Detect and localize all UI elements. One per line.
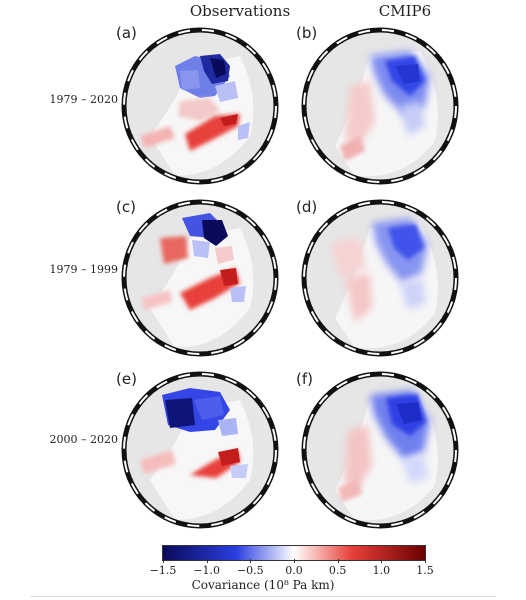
panel-e-letter: (e) [116,370,137,388]
panel-f-map [301,371,459,529]
colorbar-tick-label: 0.0 [285,564,303,577]
colorbar-tick-mark [337,559,339,563]
divider [30,596,496,597]
colorbar-tick-label: 0.5 [328,564,347,577]
panel-b-map [301,27,459,185]
panel-d-letter: (d) [296,198,318,216]
colorbar-tick-mark [206,559,208,563]
observations-column-title: Observations [189,2,291,20]
colorbar-title: Covariance (10⁸ Pa km) [191,578,335,592]
colorbar-tick-label: 1.0 [372,564,391,577]
colorbar-tick-mark [163,559,164,563]
row-label-1979-2020: 1979 – 2020 [49,93,118,106]
panel-a-map [121,27,279,185]
colorbar-tick-label: 1.5 [416,564,434,577]
colorbar-tick-mark [425,559,426,563]
row-label-1979-1999: 1979 – 1999 [49,263,118,276]
panel-c-map [121,199,279,357]
row-label-2000-2020: 2000 – 2020 [49,433,118,446]
colorbar-tick-label: −1.0 [193,564,221,577]
colorbar-tick-label: −1.5 [149,564,177,577]
panel-a-letter: (a) [116,24,137,42]
colorbar-tick-mark [294,559,295,563]
panel-b-letter: (b) [296,24,318,42]
panel-e-map [121,371,279,529]
colorbar-tick-mark [250,559,252,563]
colorbar-tick-mark [381,559,383,563]
cmip6-column-title: CMIP6 [378,2,432,20]
panel-f-letter: (f) [296,370,313,388]
colorbar-tick-label: −0.5 [236,564,264,577]
panel-c-letter: (c) [116,198,136,216]
panel-d-map [301,199,459,357]
